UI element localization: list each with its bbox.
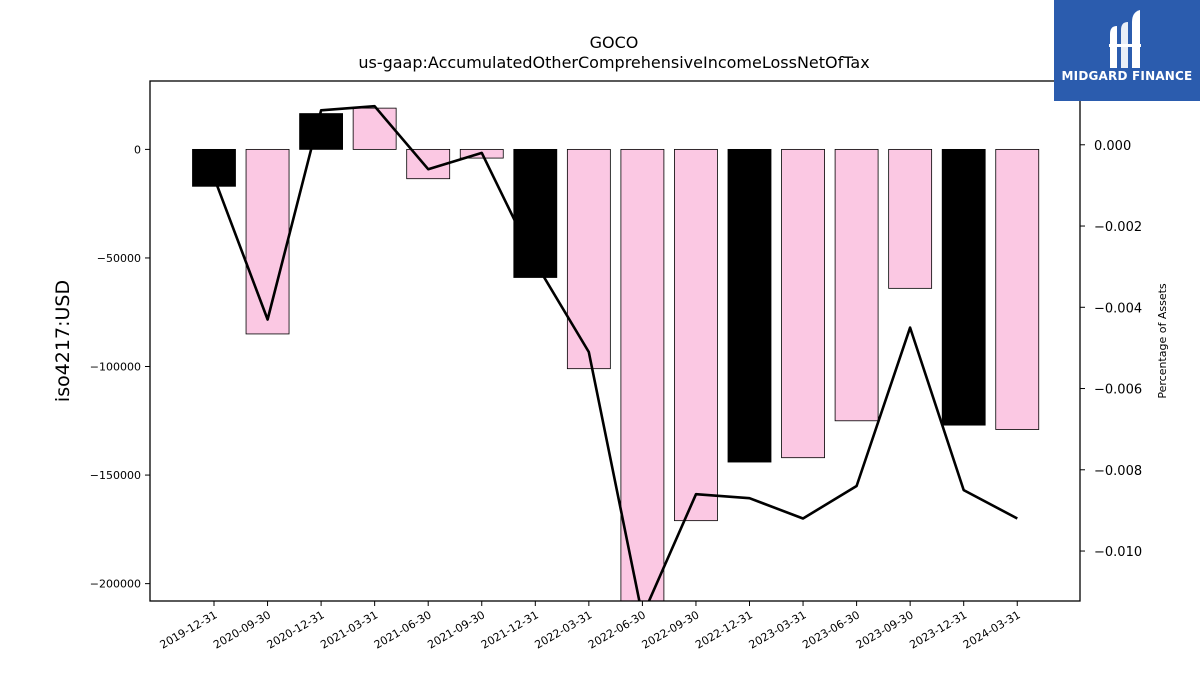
bar-2023-09-30 (888, 148, 933, 289)
y2-tick-label: −0.006 (1094, 383, 1142, 398)
x-tick-label: 2021-09-30 (425, 608, 487, 651)
x-tick-label: 2023-03-31 (747, 608, 809, 651)
bar-2022-06-30 (620, 148, 665, 602)
x-tick-label: 2021-03-31 (318, 608, 380, 651)
x-tick-label: 2019-12-31 (158, 608, 220, 651)
y2-tick-label: −0.002 (1094, 220, 1142, 235)
plot-frame (149, 80, 1081, 602)
bar-2022-09-30 (674, 148, 718, 522)
y2-tick-label: −0.004 (1094, 301, 1142, 316)
y2-axis-ticks: 0.000 −0.002 −0.004 −0.006 −0.008 −0.010 (1080, 139, 1142, 560)
y2-axis-label: Percentage of Assets (1156, 283, 1169, 399)
y2-tick-label: −0.010 (1094, 545, 1142, 560)
x-tick-label: 2022-03-31 (532, 608, 594, 651)
bar-2020-09-30 (245, 148, 290, 335)
y2-tick-label: −0.008 (1094, 464, 1142, 479)
y-tick-label: −150000 (90, 469, 141, 482)
x-tick-label: 2020-09-30 (211, 608, 273, 651)
x-tick-label: 2022-06-30 (586, 608, 648, 651)
x-tick-label: 2022-12-31 (693, 608, 755, 651)
bar-2024-03-31 (995, 148, 1040, 430)
x-axis-ticks: 2019-12-312020-09-302020-12-312021-03-31… (158, 601, 1023, 652)
y2-tick-label: 0.000 (1094, 139, 1131, 154)
brand-name: MIDGARD FINANCE (1061, 69, 1193, 83)
y-tick-label: −50000 (97, 252, 141, 265)
bar-2023-03-31 (781, 148, 825, 459)
y-axis-ticks: 0 −50000 −100000 −150000 −200000 (90, 143, 150, 591)
chart-subtitle: us-gaap:AccumulatedOtherComprehensiveInc… (358, 53, 869, 72)
y-tick-label: −100000 (90, 361, 141, 374)
x-tick-label: 2021-06-30 (372, 608, 434, 651)
percentage-of-assets-line (212, 104, 1018, 601)
bar-2021-12-31 (513, 148, 558, 278)
chart-title: GOCO (590, 33, 639, 52)
y-axis-label: iso4217:USD (52, 280, 74, 402)
bar-2021-03-31 (352, 107, 397, 150)
bar-2023-12-31 (941, 148, 986, 426)
x-tick-label: 2023-06-30 (800, 608, 862, 651)
y-tick-label: 0 (134, 143, 141, 156)
x-tick-label: 2023-12-31 (907, 608, 969, 651)
brand-logo: MIDGARD FINANCE (1054, 0, 1200, 101)
x-tick-label: 2023-09-30 (854, 608, 916, 651)
bar-2022-03-31 (566, 148, 611, 370)
y-tick-label: −200000 (90, 578, 141, 591)
bar-2022-12-31 (727, 148, 772, 463)
bar-2020-12-31 (299, 113, 344, 150)
line-series (212, 104, 1018, 601)
x-tick-label: 2020-12-31 (265, 608, 327, 651)
bar-2023-06-30 (834, 148, 879, 422)
bar-series (192, 107, 1040, 602)
x-tick-label: 2021-12-31 (479, 608, 541, 651)
x-tick-label: 2022-09-30 (640, 608, 702, 651)
x-tick-label: 2024-03-31 (961, 608, 1023, 651)
logo-mark-icon (1109, 10, 1141, 68)
